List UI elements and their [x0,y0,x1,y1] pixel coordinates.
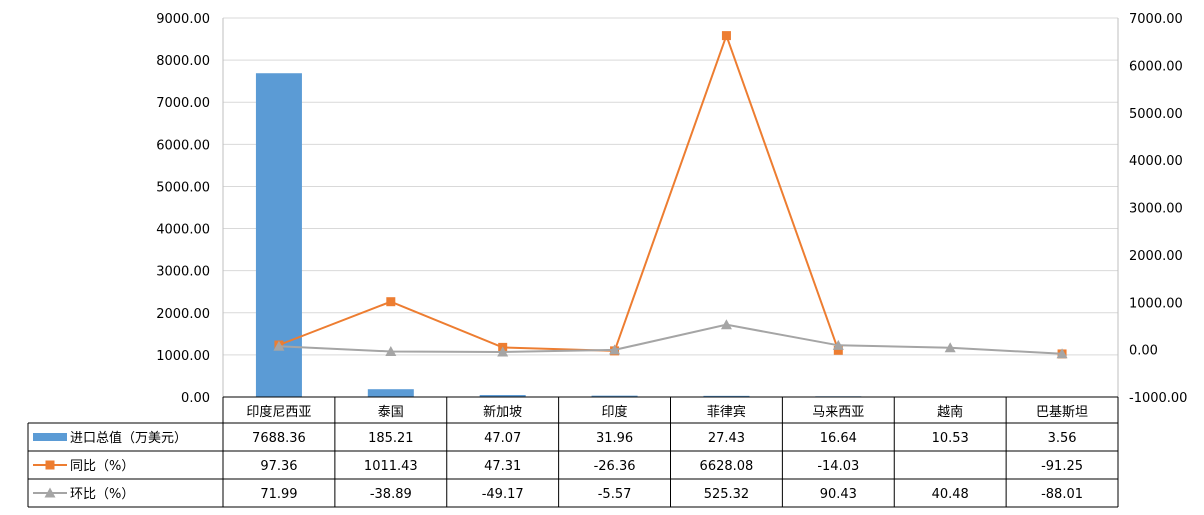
y-right-tick-label: 2000.00 [1129,249,1183,264]
data-label: 185.21 [368,431,414,446]
data-label: -38.89 [370,487,412,502]
y-right-tick-label: 0.00 [1129,344,1158,359]
data-point [720,319,732,330]
y-right-tick-label: -1000.00 [1129,391,1187,406]
legend-series-name: 同比（%） [70,459,134,474]
y-left-tick-label: 3000.00 [156,265,210,280]
category-label: 马来西亚 [812,405,864,420]
data-label: 525.32 [704,487,750,502]
data-label: -91.25 [1041,459,1083,474]
y-right-tick-label: 1000.00 [1129,296,1183,311]
data-label: -49.17 [482,487,524,502]
data-label: 97.36 [260,459,297,474]
data-label: 3.56 [1048,431,1077,446]
y-right-tick-label: 6000.00 [1129,59,1183,74]
bar [479,395,526,397]
data-label: 90.43 [820,487,857,502]
data-point [385,345,397,356]
data-label: 47.31 [484,459,521,474]
series-line [278,323,1063,355]
category-label: 菲律宾 [707,404,746,420]
data-point [721,31,731,41]
y-left-tick-label: 4000.00 [156,223,210,238]
data-point [833,345,843,355]
y-left-tick-label: 9000.00 [156,12,210,27]
y-left-tick-label: 7000.00 [156,96,210,111]
data-label: 40.48 [932,487,969,502]
category-label: 泰国 [378,405,404,420]
data-label: -26.36 [594,459,636,474]
data-point [1056,348,1068,359]
category-label: 印度尼西亚 [246,404,311,420]
y-right-tick-label: 4000.00 [1129,154,1183,169]
category-label: 越南 [937,404,963,420]
category-label: 新加坡 [483,404,522,420]
data-label: 1011.43 [364,459,418,474]
bar [591,395,638,397]
data-label: 7688.36 [252,431,306,446]
legend-series-name: 环比（%） [70,487,134,502]
data-label: 6628.08 [700,459,754,474]
data-label: -14.03 [817,459,859,474]
legend-series-name: 进口总值（万美元） [70,430,187,446]
data-label: 10.53 [932,431,969,446]
data-label: 71.99 [260,487,297,502]
y-right-tick-label: 7000.00 [1129,12,1183,27]
data-point [273,340,285,351]
data-label: 27.43 [708,431,745,446]
data-label: 31.96 [596,431,633,446]
data-label: -5.57 [598,487,632,502]
data-point [832,339,844,350]
data-label: -88.01 [1041,487,1083,502]
y-right-tick-label: 3000.00 [1129,202,1183,217]
data-label: 47.07 [484,431,521,446]
legend-key-marker [45,460,55,470]
bar [703,395,750,397]
data-point [944,342,956,353]
legend-key-marker [44,487,56,498]
data-point [609,344,621,355]
y-left-tick-label: 6000.00 [156,138,210,153]
y-right-tick-label: 5000.00 [1129,107,1183,122]
category-label: 巴基斯坦 [1036,405,1088,420]
series-line [279,36,1062,354]
y-left-tick-label: 1000.00 [156,349,210,364]
y-left-tick-label: 8000.00 [156,54,210,69]
y-left-tick-label: 2000.00 [156,307,210,322]
bar [367,389,414,397]
data-point [386,297,396,307]
data-point [497,346,509,357]
data-label: 16.64 [820,431,857,446]
y-left-tick-label: 0.00 [181,391,210,406]
legend-key-bar [33,433,67,441]
y-left-tick-label: 5000.00 [156,180,210,195]
category-label: 印度 [602,404,628,420]
